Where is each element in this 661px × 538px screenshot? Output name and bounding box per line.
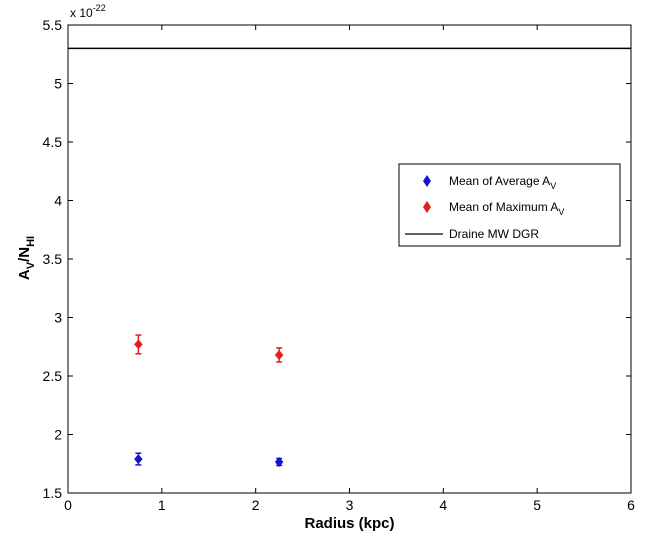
x-tick-label: 2 — [252, 497, 260, 513]
diamond-marker — [274, 349, 284, 360]
plot-frame — [67, 24, 632, 494]
ticks-layer: 0 1 2 3 4 5 6 1.5 2 2.5 3 3.5 4 4.5 5 5.5 — [43, 17, 636, 513]
legend-marker-average — [423, 175, 431, 187]
x-tick-label: 1 — [158, 497, 166, 513]
x-tick-label: 5 — [533, 497, 541, 513]
legend: Mean of Average AV Mean of Maximum AV Dr… — [398, 163, 621, 247]
legend-label-average: Mean of Average AV — [449, 174, 556, 191]
data-points-layer — [134, 334, 284, 467]
legend-label-maximum: Mean of Maximum AV — [449, 200, 564, 217]
legend-label-draine: Draine MW DGR — [449, 227, 539, 241]
y-tick-label: 5.5 — [43, 17, 63, 33]
diamond-marker — [274, 456, 284, 467]
data-point-series-1 — [274, 347, 284, 363]
data-point-series-0 — [274, 456, 284, 467]
data-point-series-1 — [134, 334, 143, 355]
data-point-series-0 — [134, 452, 143, 466]
y-tick-label: 5 — [54, 76, 62, 92]
y-tick-label: 1.5 — [43, 485, 63, 501]
legend-item-average: Mean of Average AV — [423, 174, 556, 191]
y-tick-label: 2.5 — [43, 368, 63, 384]
x-tick-label: 4 — [439, 497, 447, 513]
y-multiplier: x 10-22 — [70, 3, 106, 20]
y-tick-label: 3.5 — [43, 251, 63, 267]
legend-marker-maximum — [423, 201, 431, 213]
x-tick-label: 0 — [64, 497, 72, 513]
y-tick-label: 2 — [54, 427, 62, 443]
diamond-marker — [134, 339, 143, 350]
y-tick-label: 4 — [54, 193, 62, 209]
legend-item-draine: Draine MW DGR — [405, 227, 539, 241]
x-tick-label: 6 — [627, 497, 635, 513]
y-tick-label: 4.5 — [43, 134, 63, 150]
legend-item-maximum: Mean of Maximum AV — [423, 200, 564, 217]
x-tick-label: 3 — [346, 497, 354, 513]
y-axis-label: AV/NHI — [16, 236, 37, 280]
x-axis-label: Radius (kpc) — [304, 515, 394, 532]
plot-area — [68, 25, 631, 493]
diamond-marker — [134, 454, 143, 465]
legend-box — [398, 163, 621, 247]
y-tick-label: 3 — [54, 310, 62, 326]
